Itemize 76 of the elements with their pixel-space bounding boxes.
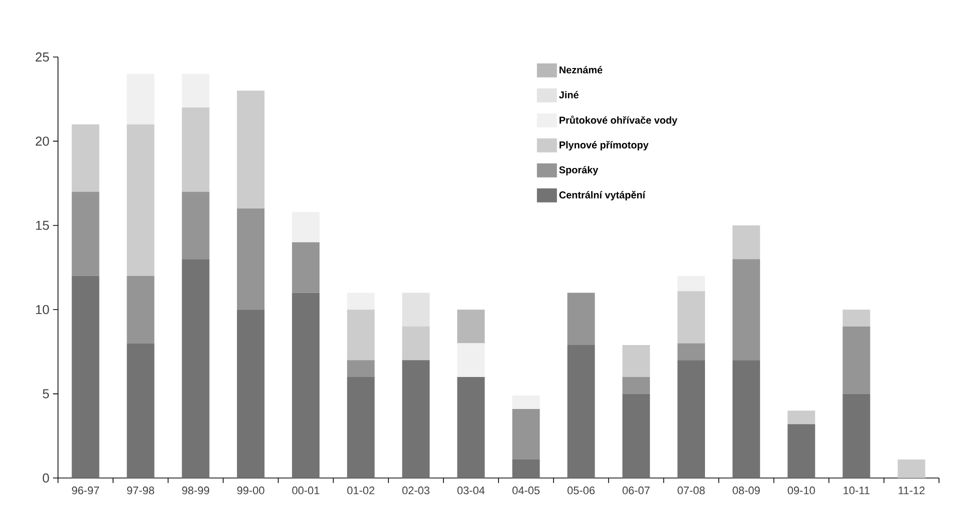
bar	[677, 343, 705, 360]
bar	[347, 310, 375, 360]
bar	[512, 459, 540, 478]
legend-label: Sporáky	[559, 166, 598, 176]
bar	[182, 192, 210, 260]
bar	[677, 291, 705, 344]
legend-label: Jiné	[559, 90, 579, 98]
bar	[236, 310, 264, 478]
x-tick-label: 98-99	[182, 486, 210, 494]
y-tick-label: 25	[36, 52, 49, 62]
x-tick-label: 04-05	[512, 486, 540, 494]
y-tick-label: 5	[42, 389, 49, 398]
bar	[292, 212, 320, 242]
bar	[788, 424, 816, 478]
bar	[347, 360, 375, 377]
bar	[567, 344, 595, 478]
x-tick-label: 97-98	[127, 486, 154, 494]
bar	[622, 344, 650, 377]
legend-label: Centrální vytápění	[559, 190, 646, 200]
bar	[347, 376, 375, 478]
bar	[72, 276, 100, 478]
bar	[347, 292, 375, 310]
bar	[622, 376, 650, 394]
y-tick-label: 0	[42, 473, 49, 483]
bar	[236, 208, 264, 310]
legend-label: Průtokové ohřívače vody	[560, 116, 678, 126]
x-tick-label: 10-11	[844, 486, 870, 494]
bar	[457, 310, 485, 344]
x-tick-label: 08-09	[732, 486, 760, 494]
bar	[732, 225, 760, 260]
x-tick-label: 96-97	[72, 486, 99, 494]
x-tick-label: 09-10	[788, 486, 815, 494]
bar	[898, 459, 926, 478]
bar	[842, 326, 870, 394]
bar	[72, 192, 100, 276]
bar	[732, 259, 760, 360]
bar	[622, 394, 650, 478]
x-tick-label: 99-00	[237, 486, 264, 494]
bar	[236, 90, 264, 209]
bar	[457, 376, 485, 478]
x-tick-label: 05-06	[568, 486, 595, 494]
bar	[842, 310, 870, 326]
x-tick-label: 11-12	[898, 486, 925, 494]
bar	[457, 343, 485, 377]
bar	[292, 292, 320, 478]
bar	[402, 360, 430, 478]
bar	[182, 259, 210, 478]
y-tick-label: 20	[36, 136, 49, 146]
x-tick-label: 07-08	[678, 486, 705, 494]
legend-label: Plynové přímotopy	[560, 140, 649, 150]
bar	[842, 394, 870, 478]
bar	[567, 292, 595, 345]
bar	[512, 408, 540, 460]
x-tick-label: 00-01	[292, 486, 320, 494]
bar	[677, 276, 705, 292]
bar	[126, 276, 154, 344]
bar	[402, 292, 430, 326]
bar	[126, 124, 154, 276]
bar	[182, 108, 210, 192]
y-tick-label: 15	[36, 220, 49, 230]
bar	[512, 395, 540, 409]
x-tick-label: 06-07	[622, 486, 650, 494]
bar	[732, 360, 760, 478]
bar	[292, 242, 320, 293]
bar	[72, 124, 100, 192]
x-tick-label: 03-04	[457, 486, 485, 494]
x-tick-label: 01-02	[347, 486, 374, 494]
bar	[788, 410, 816, 424]
bar	[402, 326, 430, 360]
x-tick-label: 02-03	[402, 486, 430, 494]
legend-label: Neznámé	[560, 66, 602, 74]
y-tick-label: 10	[36, 305, 49, 314]
bar	[182, 74, 210, 108]
bar	[677, 360, 705, 478]
bar	[126, 343, 154, 478]
bar	[126, 74, 154, 124]
